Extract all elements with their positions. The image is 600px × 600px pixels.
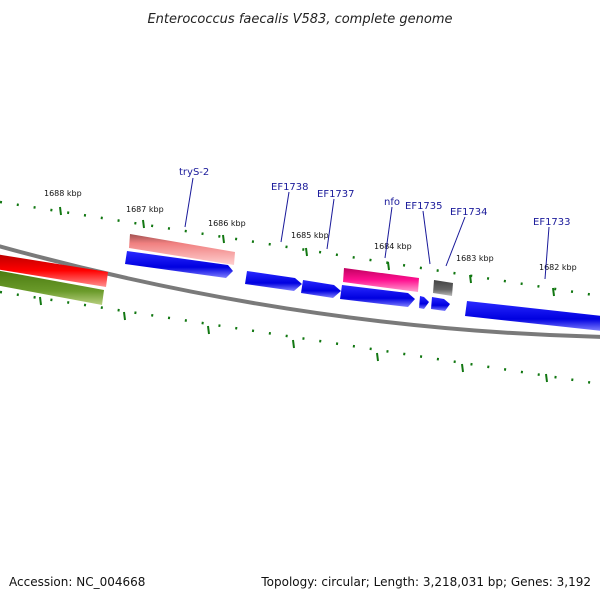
gene-arrow-EF1737[interactable]: [301, 280, 341, 298]
nfo-feature[interactable]: [343, 268, 419, 292]
genome-backbone: [0, 244, 600, 339]
gene-arrow-EF1735[interactable]: [419, 296, 429, 309]
gene-arrow-tryS-2[interactable]: [125, 251, 233, 278]
kbp-label-1688: 1688 kbp: [44, 189, 82, 198]
gene-leader-lines: [184, 177, 550, 280]
gene-arrow-EF1733[interactable]: [465, 301, 600, 331]
kbp-label-1686: 1686 kbp: [208, 219, 246, 228]
kbp-label-1687: 1687 kbp: [126, 205, 164, 214]
gene-label-EF1737[interactable]: EF1737: [317, 189, 355, 200]
lower-tick-track: [0, 290, 600, 386]
map-title: Enterococcus faecalis V583, complete gen…: [147, 12, 452, 27]
kbp-label-1685: 1685 kbp: [291, 231, 329, 240]
upper-tick-track: [0, 200, 600, 298]
EF1734-feature[interactable]: [433, 280, 453, 296]
gene-label-EF1738[interactable]: EF1738: [271, 182, 309, 193]
tryS-2-feature[interactable]: [129, 234, 235, 265]
genome-summary-text: Topology: circular; Length: 3,218,031 bp…: [260, 575, 591, 589]
green-feature-bar[interactable]: [0, 270, 104, 305]
red-feature-bar[interactable]: [0, 254, 108, 287]
kbp-label-1682: 1682 kbp: [539, 263, 577, 272]
gene-arrow-EF1738[interactable]: [245, 271, 302, 291]
kbp-label-1683: 1683 kbp: [456, 254, 494, 263]
gene-label-EF1734[interactable]: EF1734: [450, 207, 488, 218]
gene-label-tryS-2[interactable]: trуS-2: [179, 167, 209, 178]
gene-label-EF1733[interactable]: EF1733: [533, 217, 571, 228]
accession-text: Accession: NC_004668: [9, 575, 145, 589]
kbp-label-1684: 1684 kbp: [374, 242, 412, 251]
gene-arrow-nfo[interactable]: [340, 285, 415, 307]
gene-arrow-EF1734[interactable]: [431, 297, 450, 311]
gene-label-EF1735[interactable]: EF1735: [405, 201, 443, 212]
gene-label-nfo[interactable]: nfo: [384, 197, 400, 208]
